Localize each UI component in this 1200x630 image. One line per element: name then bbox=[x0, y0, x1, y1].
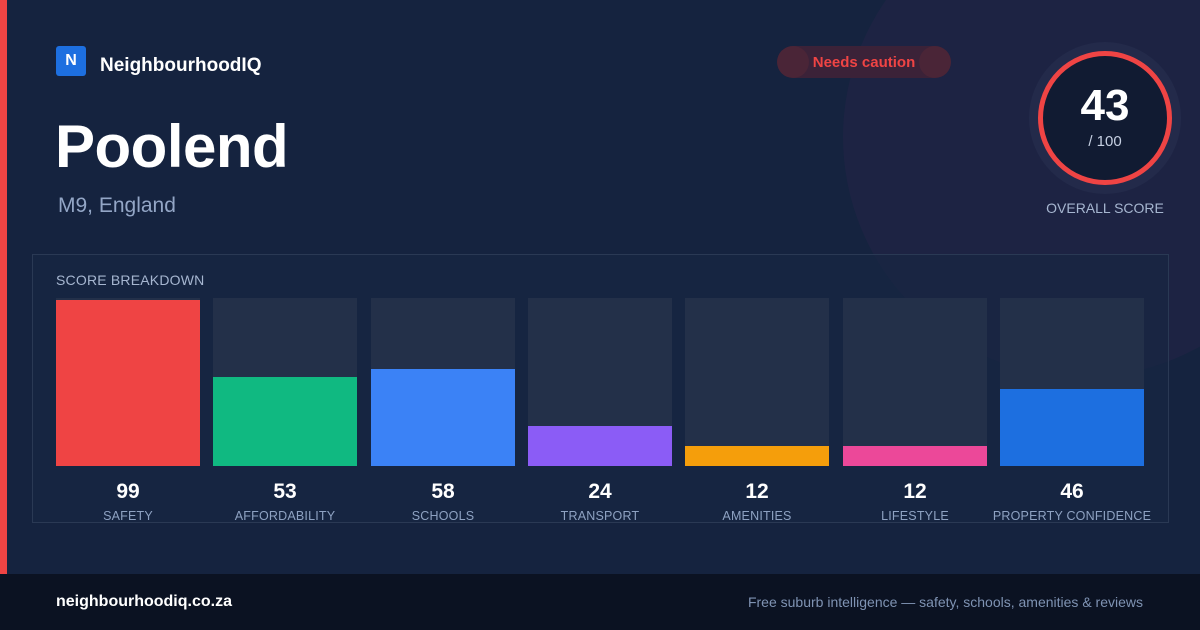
score-bar-label: SAFETY bbox=[103, 509, 153, 523]
suburb-name: Poolend bbox=[55, 113, 289, 180]
score-bar-label: LIFESTYLE bbox=[881, 509, 949, 523]
brand-logo-icon: N bbox=[56, 46, 86, 76]
left-accent-bar bbox=[0, 0, 7, 574]
footer-tagline: Free suburb intelligence — safety, schoo… bbox=[747, 594, 1143, 610]
score-bar-fill bbox=[843, 446, 987, 466]
score-bar-fill bbox=[213, 377, 357, 466]
score-bar-track bbox=[528, 298, 672, 466]
overall-score-value: 43 bbox=[1080, 81, 1130, 130]
score-bar-value: 12 bbox=[745, 480, 769, 503]
score-bar-fill bbox=[56, 300, 200, 466]
suburb-location: M9, England bbox=[58, 194, 176, 217]
score-bar-track bbox=[843, 298, 987, 466]
score-bar-track bbox=[371, 298, 515, 466]
score-bar-label: SCHOOLS bbox=[411, 509, 475, 523]
score-bar-track bbox=[213, 298, 357, 466]
score-bar-fill bbox=[1000, 389, 1144, 466]
footer bbox=[0, 574, 1200, 630]
score-bar-value: 24 bbox=[588, 480, 612, 503]
score-bar-track bbox=[56, 298, 200, 466]
score-ring bbox=[1038, 51, 1172, 185]
score-bar-track bbox=[685, 298, 829, 466]
badge-left-cap bbox=[777, 46, 809, 78]
score-bar-label: PROPERTY CONFIDENCE bbox=[992, 509, 1152, 523]
score-bar-value: 53 bbox=[273, 480, 297, 503]
badge-right-cap bbox=[919, 46, 951, 78]
score-breakdown-title: SCORE BREAKDOWN bbox=[56, 272, 205, 288]
score-bar-label: TRANSPORT bbox=[560, 509, 640, 523]
score-bar-track bbox=[1000, 298, 1144, 466]
footer-domain-link[interactable]: neighbourhoodiq.co.za bbox=[56, 593, 232, 610]
score-bar-value: 99 bbox=[116, 480, 140, 503]
status-badge-label: Needs caution bbox=[812, 53, 916, 71]
score-bar-fill bbox=[371, 369, 515, 466]
score-bar-label: AFFORDABILITY bbox=[234, 509, 336, 523]
overall-score-max: / 100 bbox=[1088, 133, 1122, 150]
score-bar-value: 46 bbox=[1060, 480, 1084, 503]
score-bar-fill bbox=[685, 446, 829, 466]
status-badge: Needs caution bbox=[777, 46, 951, 78]
overall-score-label: OVERALL SCORE bbox=[1046, 200, 1164, 216]
brand-name: NeighbourhoodIQ bbox=[100, 55, 262, 76]
score-bar-label: AMENITIES bbox=[722, 509, 792, 523]
score-bar-value: 12 bbox=[903, 480, 927, 503]
brand[interactable]: N NeighbourhoodIQ bbox=[56, 46, 261, 76]
score-bar-fill bbox=[528, 426, 672, 466]
score-bar-value: 58 bbox=[431, 480, 455, 503]
